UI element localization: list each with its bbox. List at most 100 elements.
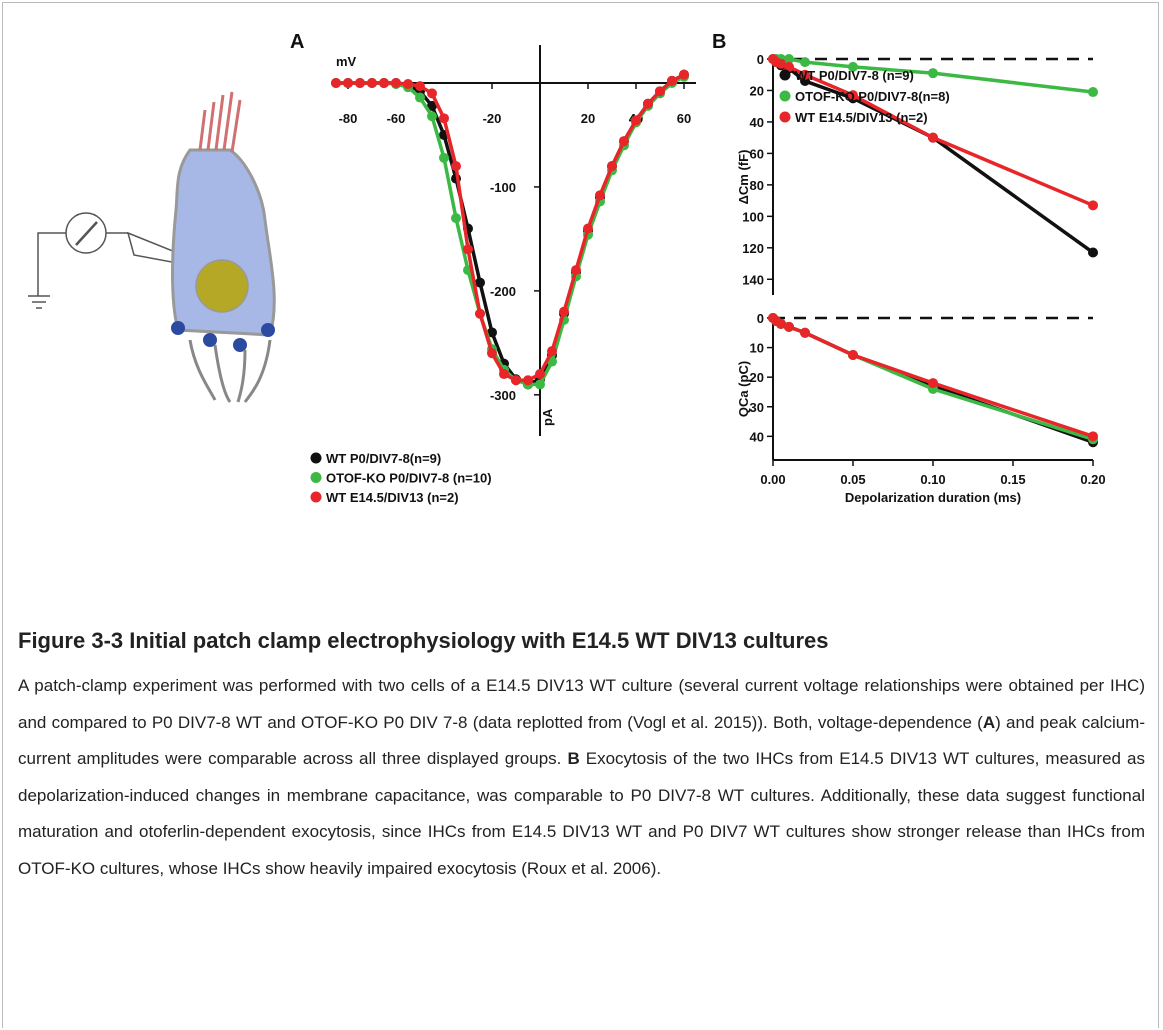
point [535, 369, 545, 380]
point [595, 190, 605, 201]
point [1088, 200, 1098, 211]
legend-label: OTOF-KO P0/DIV7-8 (n=10) [326, 471, 492, 486]
point [928, 132, 938, 143]
legend-label: WT E14.5/DIV13 (n=2) [795, 110, 928, 125]
point [463, 244, 473, 255]
point [451, 213, 461, 224]
y-axis-label: pA [540, 408, 555, 426]
point [475, 277, 485, 288]
point [523, 375, 533, 386]
point [427, 88, 437, 99]
x-tick-label: 0.05 [840, 472, 865, 487]
point [784, 321, 794, 332]
caption-title: Figure 3-3 Initial patch clamp electroph… [18, 628, 829, 653]
point [343, 78, 353, 88]
y-tick-label: -200 [490, 284, 516, 299]
y-tick-label: 0 [757, 311, 764, 326]
point [535, 379, 545, 390]
y-tick-label: 30 [750, 400, 764, 415]
caption-run: A [982, 712, 996, 732]
point [1088, 87, 1098, 98]
y-tick-label: -100 [490, 180, 516, 195]
caption-text: A patch-clamp experiment was performed w… [18, 668, 1145, 887]
point [403, 79, 413, 90]
point [776, 318, 786, 329]
point [1088, 431, 1098, 442]
series-line [771, 316, 1094, 438]
point [391, 78, 401, 88]
point [439, 113, 449, 124]
point [848, 349, 858, 360]
y-tick-label: 40 [750, 429, 764, 444]
point [800, 327, 810, 338]
legend-marker [779, 69, 791, 81]
y-tick-label: 0 [757, 52, 764, 67]
point [800, 57, 810, 68]
point [475, 308, 485, 319]
caption: Figure 3-3 Initial patch clamp electroph… [18, 628, 1145, 887]
y-tick-label: 140 [742, 272, 764, 287]
legend-label: WT P0/DIV7-8(n=9) [326, 451, 441, 466]
x-tick-label: 0.15 [1000, 472, 1025, 487]
point [643, 98, 653, 109]
point [427, 100, 437, 111]
y-tick-label: 10 [750, 341, 764, 356]
y-tick-label: -300 [490, 388, 516, 403]
point [679, 69, 689, 80]
point [379, 78, 389, 88]
y-tick-label: 100 [742, 209, 764, 224]
cell-diagram [28, 91, 276, 403]
x-axis-label: Depolarization duration (ms) [845, 490, 1021, 505]
y-tick-label: 40 [750, 115, 764, 130]
point [607, 161, 617, 172]
point [439, 152, 449, 163]
point [559, 306, 569, 317]
y-tick-label: 120 [742, 241, 764, 256]
point [928, 68, 938, 79]
legend-marker [310, 472, 322, 483]
point [571, 265, 581, 276]
point [427, 111, 437, 122]
legend-label: OTOF-KO P0/DIV7-8(n=8) [795, 89, 950, 104]
caption-run: ) and peak calcium-current amplitudes we… [18, 712, 1146, 769]
point [415, 81, 425, 92]
legend-marker [779, 90, 791, 102]
y-axis-label: QCa (pC) [736, 361, 751, 417]
x-tick-label: -20 [483, 111, 502, 126]
caption-run: Exocytosis of the two IHCs from E14.5 DI… [18, 749, 1145, 878]
point [619, 136, 629, 147]
point [848, 90, 858, 101]
point [1088, 247, 1098, 258]
panel-label: B [712, 31, 726, 53]
legend-label: WT P0/DIV7-8 (n=9) [795, 68, 914, 83]
legend-marker [779, 111, 791, 123]
point [776, 58, 786, 69]
x-tick-label: 20 [581, 111, 595, 126]
point [499, 369, 509, 380]
point [511, 375, 521, 386]
point [583, 223, 593, 234]
y-tick-label: 20 [750, 83, 764, 98]
caption-run: B [567, 749, 580, 768]
legend-marker [310, 491, 322, 503]
point [784, 61, 794, 72]
point [487, 348, 497, 359]
legend-label: WT E14.5/DIV13 (n=2) [326, 490, 459, 505]
point [331, 78, 341, 88]
point [355, 78, 365, 88]
point [655, 86, 665, 97]
point [667, 75, 677, 86]
point [547, 346, 557, 357]
point [487, 327, 497, 338]
y-tick-label: 60 [750, 146, 764, 161]
point [367, 78, 377, 88]
y-tick-label: 20 [750, 370, 764, 385]
figure: A B -80 -60 -20 20 40 60 -100 -200 -300 mV pA WT P0… [28, 31, 1106, 505]
point [451, 161, 461, 172]
x-tick-label: -60 [387, 111, 406, 126]
x-tick-label: -80 [339, 111, 358, 126]
legend-marker [310, 452, 322, 464]
point [631, 115, 641, 126]
point [928, 378, 938, 389]
